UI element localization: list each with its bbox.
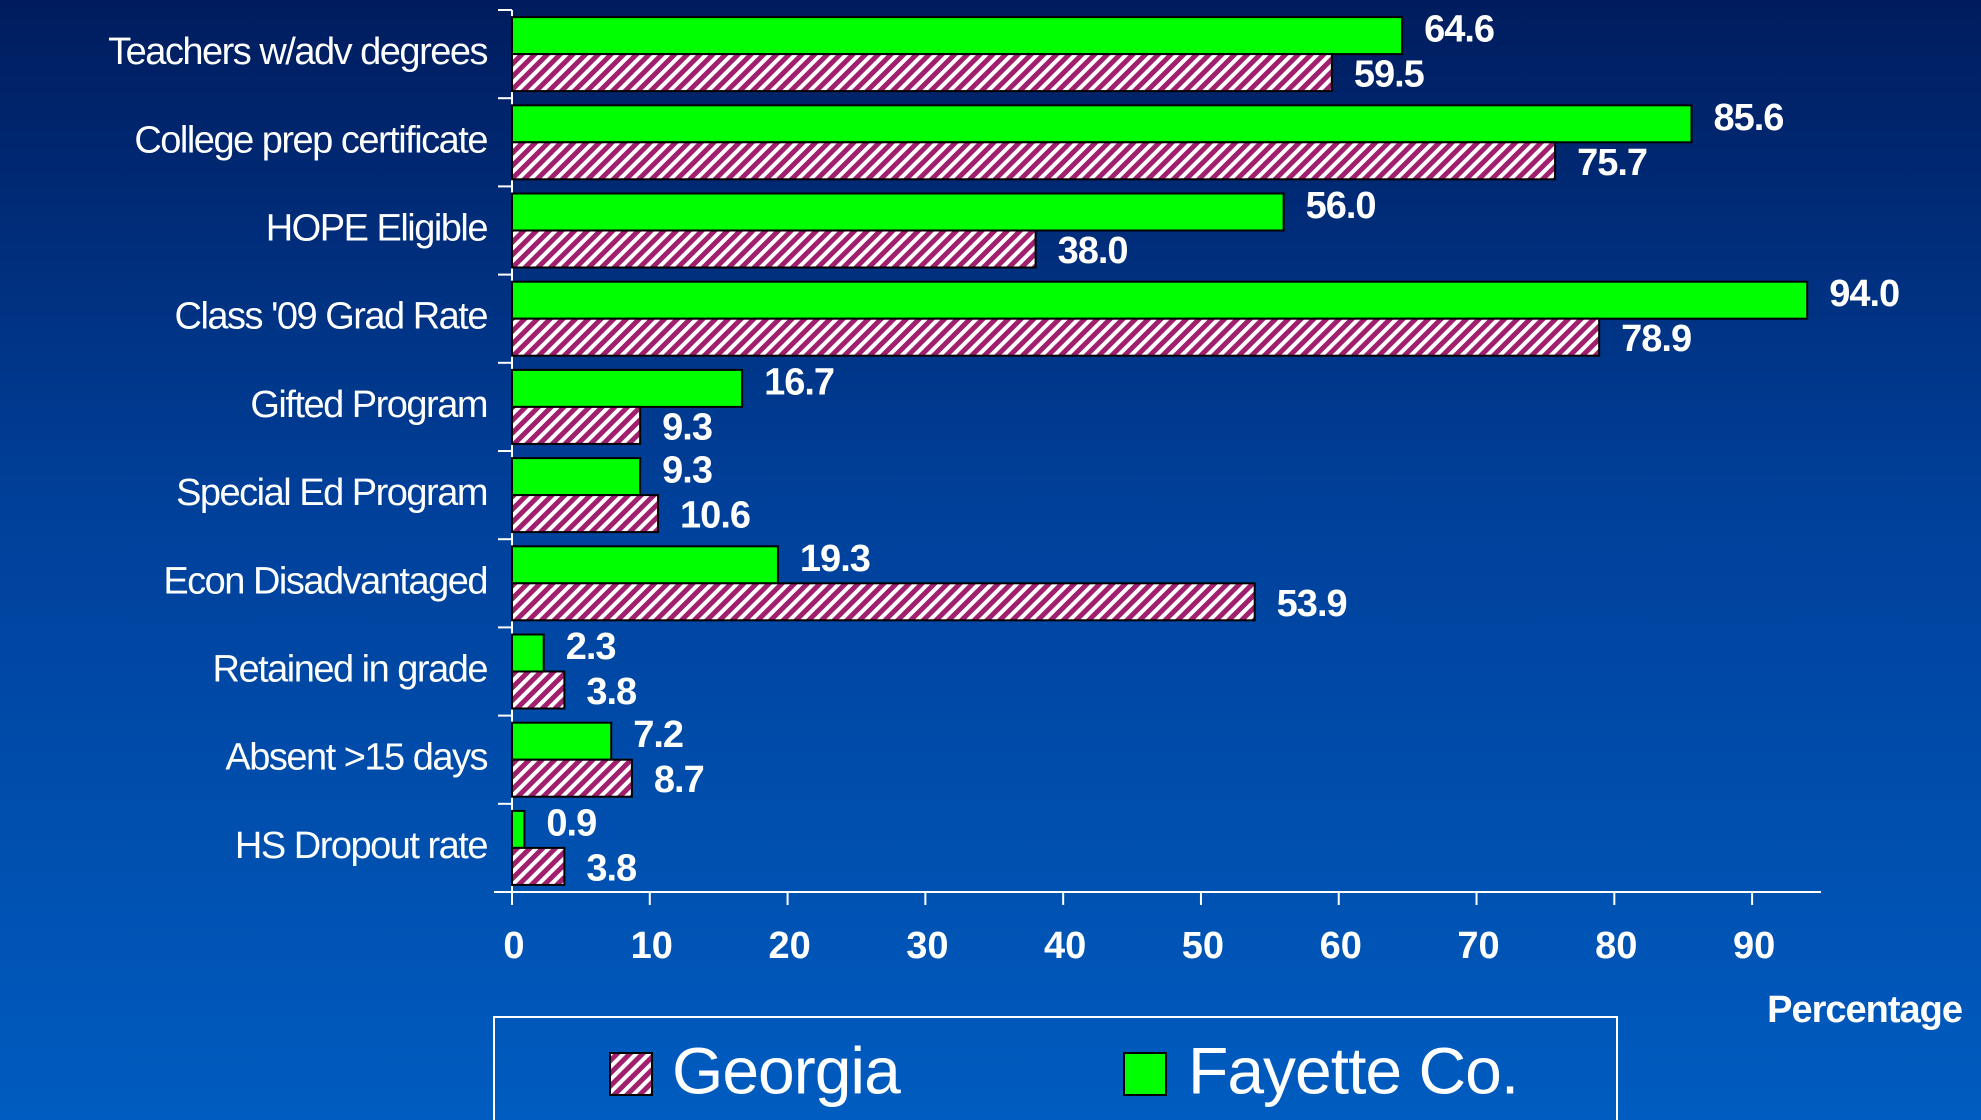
- bar: [511, 405, 642, 445]
- bar: [511, 494, 660, 534]
- bar: [511, 368, 744, 408]
- category-label: Teachers w/adv degrees: [108, 31, 487, 73]
- x-tick-label: 10: [631, 925, 673, 967]
- x-tick-label: 80: [1595, 925, 1637, 967]
- category-label: Econ Disadvantaged: [163, 560, 487, 602]
- value-label: 2.3: [566, 626, 616, 668]
- category-label: Class '09 Grad Rate: [175, 296, 488, 338]
- category-label: Absent >15 days: [225, 737, 487, 779]
- legend-box: [493, 1016, 1618, 1120]
- bar: [511, 721, 613, 761]
- legend-label: Georgia: [672, 1033, 901, 1107]
- bar: [511, 582, 1256, 622]
- bar: [511, 758, 633, 798]
- x-tick-label: 90: [1733, 925, 1775, 967]
- x-tick-label: 0: [503, 925, 524, 967]
- bar: [511, 457, 642, 497]
- category-label: HS Dropout rate: [235, 825, 487, 867]
- x-tick-label: 70: [1457, 925, 1499, 967]
- x-tick-label: 40: [1044, 925, 1086, 967]
- value-label: 38.0: [1058, 230, 1128, 272]
- bar: [511, 53, 1333, 93]
- value-label: 19.3: [800, 538, 870, 580]
- x-tick-label: 50: [1182, 925, 1224, 967]
- category-label: Special Ed Program: [176, 472, 487, 514]
- bar: [511, 16, 1404, 56]
- bar: [511, 545, 779, 585]
- category-label: HOPE Eligible: [266, 208, 488, 250]
- value-label: 94.0: [1829, 273, 1899, 315]
- bar: [511, 229, 1037, 269]
- value-label: 16.7: [764, 361, 834, 403]
- value-label: 8.7: [654, 759, 704, 801]
- value-label: 75.7: [1577, 142, 1647, 184]
- category-label: Gifted Program: [250, 384, 487, 426]
- value-label: 3.8: [586, 671, 636, 713]
- value-label: 53.9: [1277, 583, 1347, 625]
- bar: [511, 280, 1809, 320]
- value-label: 9.3: [662, 406, 712, 448]
- legend-swatch: [609, 1052, 653, 1096]
- bar: [511, 317, 1601, 357]
- value-label: 9.3: [662, 450, 712, 492]
- bar: [511, 633, 545, 673]
- value-label: 3.8: [586, 847, 636, 889]
- bar: [511, 104, 1693, 144]
- value-label: 59.5: [1354, 54, 1425, 96]
- value-label: 56.0: [1306, 185, 1376, 227]
- bar: [511, 809, 526, 849]
- value-label: 10.6: [680, 495, 750, 537]
- bar: [511, 846, 566, 886]
- category-label: College prep certificate: [134, 119, 487, 161]
- value-label: 78.9: [1621, 318, 1691, 360]
- bar: [511, 192, 1285, 232]
- value-label: 0.9: [546, 802, 596, 844]
- value-label: 7.2: [633, 714, 683, 756]
- value-label: 64.6: [1424, 9, 1494, 51]
- legend-label: Fayette Co.: [1188, 1033, 1518, 1107]
- bar: [511, 670, 566, 710]
- value-label: 85.6: [1713, 97, 1783, 139]
- legend-swatch: [1123, 1052, 1167, 1096]
- bar: [511, 141, 1557, 181]
- x-tick-label: 20: [768, 925, 810, 967]
- x-axis-title: Percentage: [1767, 989, 1962, 1031]
- x-tick-label: 60: [1320, 925, 1362, 967]
- x-tick-label: 30: [906, 925, 948, 967]
- category-label: Retained in grade: [213, 649, 488, 691]
